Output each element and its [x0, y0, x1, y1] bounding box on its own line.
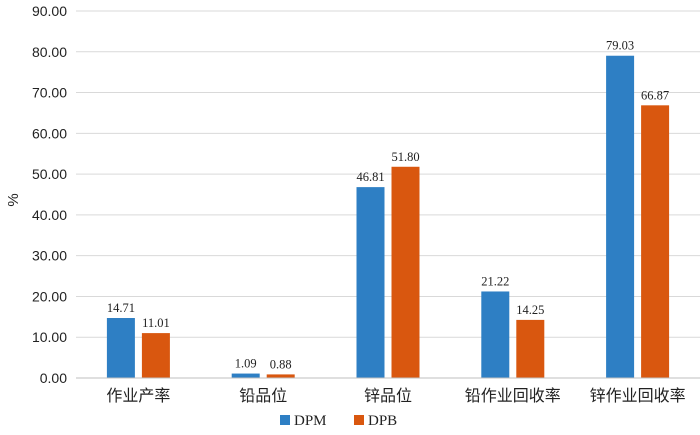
- axis-layer: 0.00 10.00 20.00 30.00 40.00 50.00 60.00 70.00 8…: [32, 3, 700, 405]
- legend: DPM DPB: [280, 413, 397, 429]
- bar-dpm: [481, 291, 510, 378]
- y-tick-label: 70.00: [32, 85, 67, 101]
- data-label: 46.81: [356, 170, 384, 184]
- data-label: 79.03: [606, 39, 634, 53]
- bar-dpb: [391, 166, 420, 378]
- data-label: 66.87: [641, 88, 669, 102]
- y-tick-label: 0.00: [40, 370, 67, 386]
- legend-label-dpm: DPM: [294, 413, 327, 429]
- y-tick-label: 60.00: [32, 125, 67, 141]
- y-axis-label: %: [5, 193, 22, 206]
- y-tick-label: 90.00: [32, 3, 67, 19]
- x-tick-label: 锌作业回收率: [590, 386, 686, 405]
- y-tick-label: 50.00: [32, 166, 67, 182]
- x-tick-label: 铅作业回收率: [465, 386, 561, 405]
- x-tick-label: 锌品位: [364, 386, 412, 405]
- bar-dpb: [641, 105, 670, 378]
- data-label: 0.88: [270, 357, 292, 371]
- bar-dpb: [141, 333, 170, 378]
- bar-dpm: [231, 373, 260, 378]
- legend-label-dpb: DPB: [368, 413, 397, 429]
- bar-dpm: [106, 318, 135, 378]
- y-tick-label: 40.00: [32, 207, 67, 223]
- data-label: 1.09: [235, 357, 257, 371]
- y-tick-label: 10.00: [32, 329, 67, 345]
- x-tick-label: 作业产率: [106, 386, 170, 405]
- y-tick-label: 20.00: [32, 288, 67, 304]
- data-label: 11.01: [142, 316, 170, 330]
- bar-dpb: [516, 319, 545, 378]
- data-labels-layer: 14.71 11.01 1.09 0.88 46.81 51.80 21.22 14.25 79…: [107, 39, 669, 372]
- y-tick-label: 80.00: [32, 44, 67, 60]
- bars-layer: [106, 55, 670, 379]
- data-label: 14.25: [516, 303, 544, 317]
- bar-dpm: [356, 187, 385, 378]
- data-label: 51.80: [391, 150, 419, 164]
- x-tick-label: 铅品位: [239, 386, 287, 405]
- bar-dpm: [606, 55, 635, 379]
- y-tick-label: 30.00: [32, 248, 67, 264]
- legend-swatch-dpm: [280, 415, 290, 425]
- legend-swatch-dpb: [354, 415, 364, 425]
- data-label: 14.71: [107, 301, 135, 315]
- bar-dpb: [266, 374, 295, 378]
- grid-layer: [76, 10, 700, 338]
- data-label: 21.22: [481, 274, 509, 288]
